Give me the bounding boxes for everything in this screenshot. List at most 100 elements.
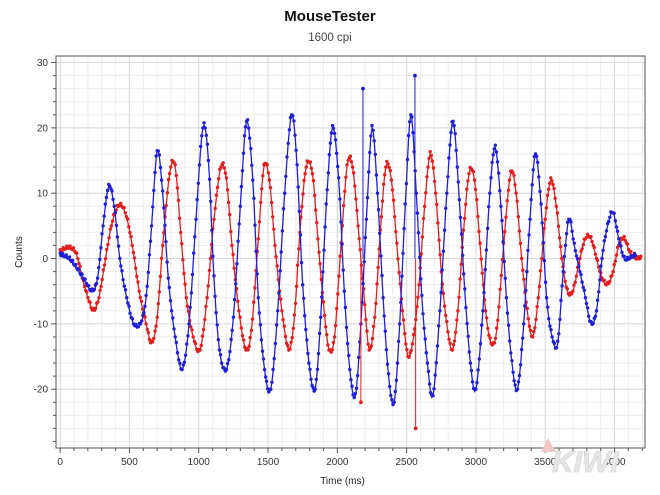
spike-point [413,426,418,431]
data-point [78,264,82,268]
data-point [607,219,611,224]
data-point [343,189,347,193]
data-point [467,350,471,354]
data-point [237,309,241,313]
data-point [151,340,155,344]
data-point [573,280,577,284]
data-point [249,146,253,151]
data-point [432,387,436,391]
data-point [368,150,372,155]
data-point [465,321,469,326]
data-point [445,319,449,324]
series-x [58,113,637,407]
data-point [497,305,501,309]
data-point [111,197,115,201]
data-point [106,242,110,247]
data-point [529,197,533,202]
data-point [245,118,250,122]
data-point [425,175,429,179]
data-point [622,254,626,258]
data-point [383,173,387,177]
data-point [565,287,570,291]
data-point [366,342,370,346]
data-point [544,296,549,300]
data-point [622,234,626,239]
data-point [77,261,81,266]
data-point [593,314,598,319]
data-point [516,380,521,384]
data-point [355,373,360,378]
data-point [177,216,182,220]
data-point [250,317,255,321]
x-tick-label: 4000 [603,457,626,468]
data-point [76,257,80,261]
data-point [414,191,418,195]
data-point [130,317,135,321]
data-point [288,115,293,120]
data-point [311,178,316,183]
data-point [557,236,562,240]
data-point [459,232,464,236]
data-point [203,317,207,322]
data-point [193,341,198,346]
data-point [513,383,517,387]
data-point [335,151,339,156]
series-layer [58,73,643,431]
data-point [205,296,209,300]
data-point [384,165,388,169]
data-point [525,306,529,311]
data-point [289,340,293,344]
data-point [309,166,314,170]
x-axis-label: Time (ms) [320,476,365,487]
data-point [633,253,637,257]
data-point [138,322,143,326]
data-point [478,342,483,346]
data-point [503,230,507,234]
data-point [466,334,470,338]
data-point [321,300,326,304]
data-point [262,367,267,372]
data-point [394,229,398,234]
data-point [301,192,305,196]
data-point [365,196,370,200]
data-point [429,153,433,158]
data-point [198,348,202,352]
data-point [354,197,358,201]
data-point [592,245,596,250]
data-point [436,221,440,225]
axis-labels: 0 500 1000 1500 2000 2500 3000 3500 4000 -20 -10 0 1… [14,58,626,487]
data-point [507,178,512,182]
data-point [374,173,379,177]
data-point [517,229,522,233]
data-point [282,324,286,328]
data-point [386,162,390,166]
data-point [481,309,485,313]
series-line [59,152,641,359]
data-point [393,215,397,219]
data-point [309,377,313,381]
data-point [611,269,615,274]
data-point [534,317,538,322]
data-point [416,231,421,235]
data-point [457,198,461,202]
data-point [493,336,498,340]
data-point [105,247,109,252]
data-point [448,341,452,345]
data-point [472,178,477,182]
data-point [613,219,617,223]
data-point [269,200,274,205]
data-point [203,126,207,130]
data-point [380,273,384,278]
data-point [283,191,287,195]
data-point [324,202,328,206]
data-point [194,217,198,221]
data-point [629,249,633,254]
data-point [254,249,258,253]
data-point [259,338,264,342]
data-point [240,169,245,173]
data-point [602,239,606,243]
data-point [385,159,389,164]
data-point [162,206,166,210]
data-point [165,260,169,264]
data-point [145,327,149,332]
